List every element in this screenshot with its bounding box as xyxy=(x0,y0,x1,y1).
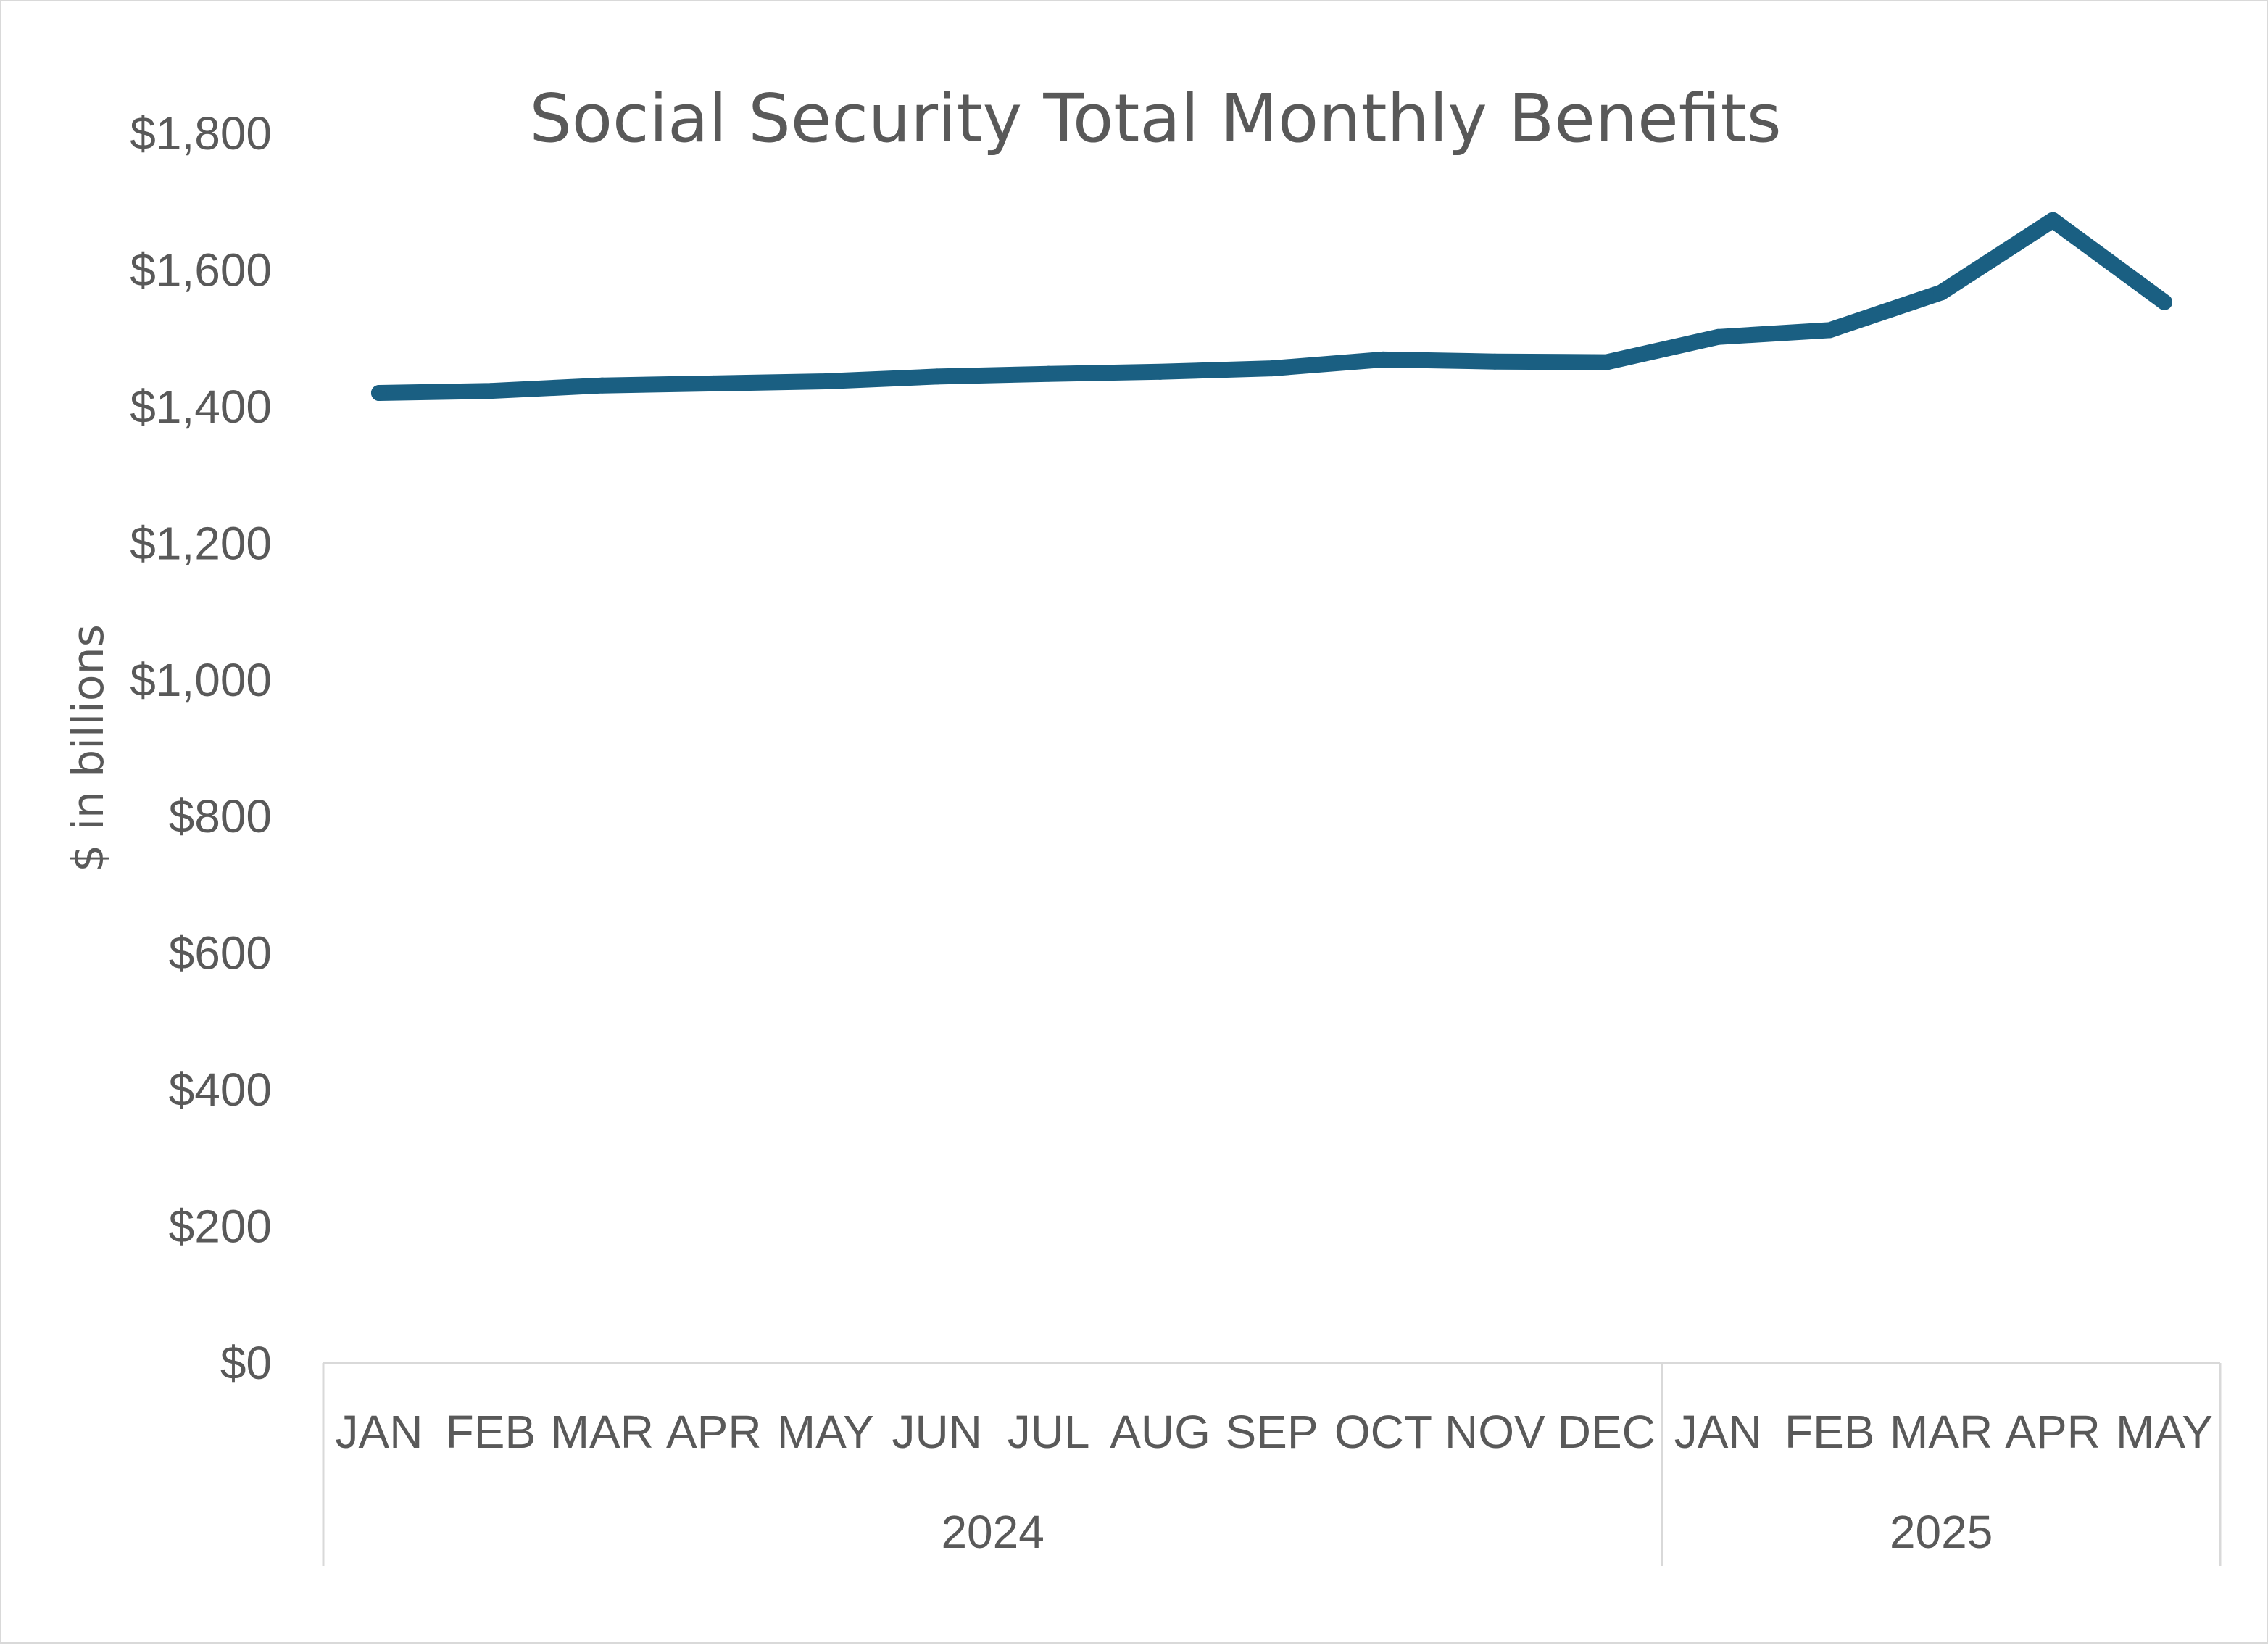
chart-title: Social Security Total Monthly Benefits xyxy=(529,80,1781,157)
data-point xyxy=(1933,284,1950,301)
data-point xyxy=(1263,360,1280,377)
series-group xyxy=(370,212,2173,402)
y-tick-label: $200 xyxy=(169,1201,272,1253)
x-tick-label: MAR xyxy=(1890,1406,1993,1458)
y-tick-label: $0 xyxy=(220,1337,272,1389)
data-point xyxy=(1040,365,1057,382)
y-axis-ticks: $0 $200 $400 $600 $800 $1,000 $1,200 $1,400 $1,6… xyxy=(130,107,272,1389)
x-axis: JAN FEB MAR APR MAY JUN JUL AUG SEP OCT NOV DEC JAN F… xyxy=(322,1362,2222,1566)
x-tick-label: DEC xyxy=(1558,1406,1656,1458)
x-tick-label: JAN xyxy=(336,1406,423,1458)
data-point xyxy=(2045,212,2061,228)
data-point xyxy=(370,385,387,402)
x-tick-label: MAR xyxy=(551,1406,654,1458)
x-tick-label: APR xyxy=(666,1406,762,1458)
x-tick-label: APR xyxy=(2005,1406,2101,1458)
y-axis-title: $ in billions xyxy=(63,624,114,872)
x-tick-label: NOV xyxy=(1445,1406,1545,1458)
y-tick-label: $1,200 xyxy=(130,517,272,569)
x-tick-label: JUL xyxy=(1008,1406,1090,1458)
data-point xyxy=(594,377,610,394)
data-point xyxy=(1487,353,1503,370)
data-point xyxy=(817,373,834,390)
x-tick-label: MAY xyxy=(2116,1406,2213,1458)
data-point xyxy=(1822,322,1838,339)
x-tick-label: JAN xyxy=(1674,1406,1762,1458)
x-tick-label: FEB xyxy=(446,1406,536,1458)
y-tick-label: $800 xyxy=(169,790,272,842)
x-tick-label: SEP xyxy=(1225,1406,1318,1458)
x-tick-label: MAY xyxy=(777,1406,874,1458)
x-tick-label: JUN xyxy=(892,1406,981,1458)
x-tick-label: AUG xyxy=(1110,1406,1210,1458)
data-point xyxy=(1710,328,1727,345)
x-group-label: 2024 xyxy=(941,1506,1044,1558)
data-point xyxy=(1598,354,1615,370)
data-point xyxy=(2156,294,2173,310)
data-point xyxy=(1375,351,1392,368)
y-tick-label: $1,000 xyxy=(130,654,272,706)
data-point xyxy=(482,383,499,399)
x-group-label: 2025 xyxy=(1890,1506,1993,1558)
y-tick-label: $400 xyxy=(169,1064,272,1116)
x-tick-label: OCT xyxy=(1334,1406,1432,1458)
y-tick-label: $1,600 xyxy=(130,244,272,296)
x-tick-label: FEB xyxy=(1785,1406,1874,1458)
data-point xyxy=(1152,363,1168,380)
y-tick-label: $600 xyxy=(169,927,272,979)
y-tick-label: $1,400 xyxy=(130,381,272,433)
data-point xyxy=(929,368,945,385)
y-tick-label: $1,800 xyxy=(130,107,272,159)
data-point xyxy=(705,375,722,391)
